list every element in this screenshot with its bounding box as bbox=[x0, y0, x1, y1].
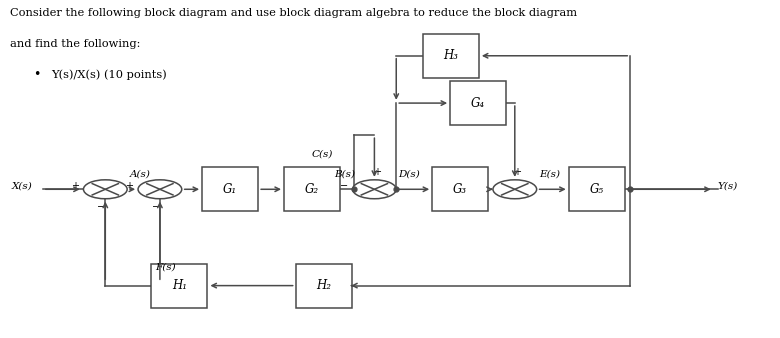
Text: −: − bbox=[340, 181, 348, 191]
Text: B(s): B(s) bbox=[335, 170, 356, 178]
Circle shape bbox=[138, 180, 182, 199]
Circle shape bbox=[493, 180, 537, 199]
Text: −: − bbox=[98, 202, 105, 212]
Text: G₃: G₃ bbox=[453, 183, 467, 196]
Text: H₃: H₃ bbox=[443, 49, 459, 62]
Text: +: + bbox=[71, 181, 79, 191]
Circle shape bbox=[353, 180, 396, 199]
Text: D(s): D(s) bbox=[398, 170, 420, 178]
Bar bbox=[432, 167, 488, 211]
Text: C(s): C(s) bbox=[311, 149, 332, 158]
Text: E(s): E(s) bbox=[539, 170, 560, 178]
Text: G₂: G₂ bbox=[305, 183, 319, 196]
Text: H₂: H₂ bbox=[316, 279, 332, 292]
Text: X(s): X(s) bbox=[12, 182, 33, 190]
Text: +: + bbox=[373, 167, 381, 177]
Text: F(s): F(s) bbox=[155, 263, 176, 271]
Bar bbox=[569, 167, 625, 211]
Text: +: + bbox=[513, 167, 521, 177]
Bar bbox=[296, 264, 352, 308]
Bar bbox=[423, 34, 479, 78]
Text: +: + bbox=[126, 181, 133, 191]
Text: G₅: G₅ bbox=[590, 183, 604, 196]
Text: G₄: G₄ bbox=[471, 97, 485, 110]
Text: H₁: H₁ bbox=[172, 279, 187, 292]
Text: −: − bbox=[152, 202, 160, 212]
Bar bbox=[202, 167, 258, 211]
Text: Consider the following block diagram and use block diagram algebra to reduce the: Consider the following block diagram and… bbox=[10, 8, 577, 19]
Text: •: • bbox=[33, 68, 40, 80]
Text: A(s): A(s) bbox=[129, 170, 151, 178]
Text: G₁: G₁ bbox=[223, 183, 237, 196]
Text: Y(s)/X(s) (10 points): Y(s)/X(s) (10 points) bbox=[51, 69, 166, 80]
Text: +: + bbox=[480, 181, 488, 191]
Bar bbox=[450, 81, 506, 125]
Text: and find the following:: and find the following: bbox=[10, 39, 140, 49]
Bar bbox=[284, 167, 340, 211]
Bar bbox=[151, 264, 207, 308]
Circle shape bbox=[83, 180, 127, 199]
Text: Y(s): Y(s) bbox=[718, 182, 738, 190]
